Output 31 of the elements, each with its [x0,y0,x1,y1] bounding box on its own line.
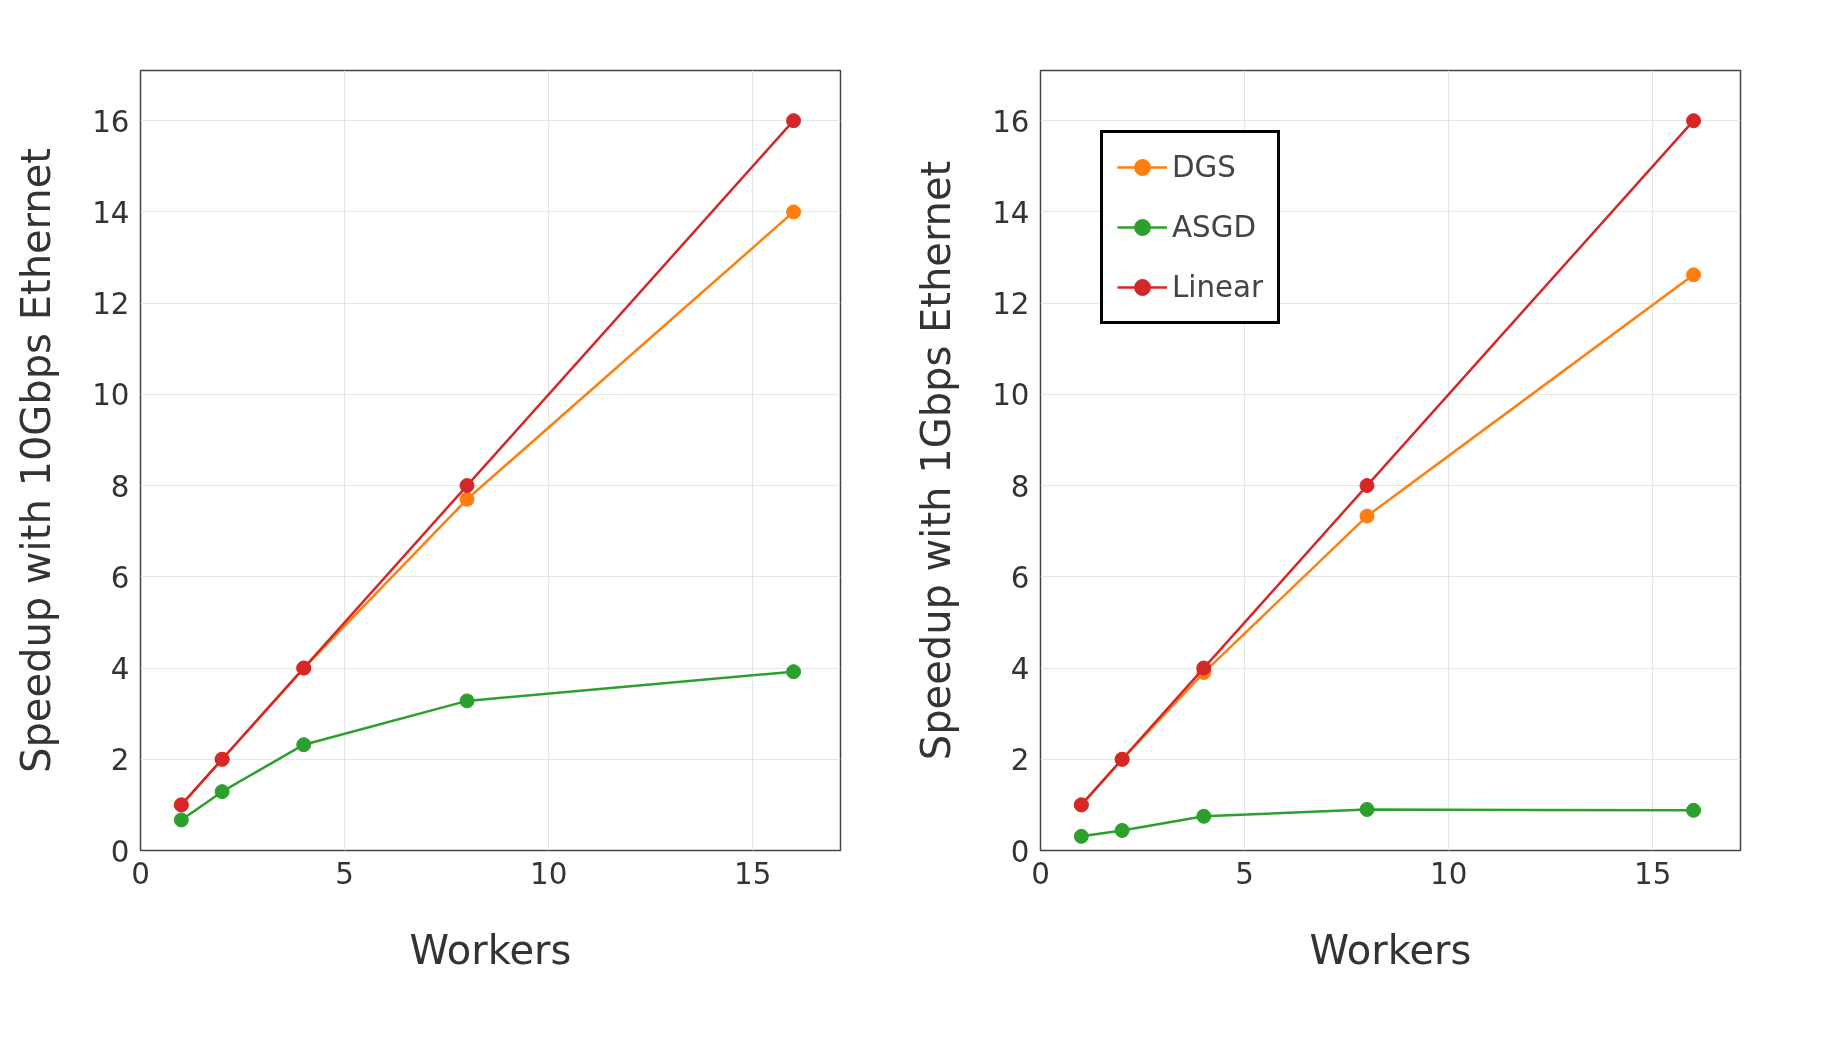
legend-label: DGS [1172,150,1236,184]
y-tick-label: 2 [1010,743,1030,778]
y-tick-label: 0 [110,834,130,869]
y-tick-label: 16 [992,104,1030,139]
y-tick-label: 6 [110,560,130,595]
x-tick-label: 10 [1430,856,1468,891]
y-tick-label: 12 [92,287,130,322]
x-tick-label: 5 [335,856,354,891]
y-axis-title: Speedup with 1Gbps Ethernet [913,160,960,761]
y-tick-label: 16 [92,104,130,139]
y-tick-label: 10 [992,378,1030,413]
y-tick-label: 4 [110,652,130,687]
x-tick-label: 15 [734,856,772,891]
y-tick-label: 14 [92,195,130,230]
y-tick-label: 4 [1010,652,1030,687]
y-tick-label: 12 [992,287,1030,322]
y-tick-label: 0 [1010,834,1030,869]
y-axis-title: Speedup with 10Gbps Ethernet [13,148,60,773]
legend-label: ASGD [1172,210,1256,244]
y-tick-label: 6 [1010,560,1030,595]
x-tick-label: 10 [530,856,568,891]
x-tick-label: 15 [1634,856,1672,891]
y-tick-label: 8 [1010,469,1030,504]
y-tick-label: 8 [110,469,130,504]
y-tick-label: 14 [992,195,1030,230]
y-tick-label: 2 [110,743,130,778]
legend-label: Linear [1172,270,1264,304]
x-axis-title: Workers [409,926,572,973]
x-tick-label: 5 [1235,856,1254,891]
y-tick-label: 10 [92,378,130,413]
x-axis-title: Workers [1309,926,1472,973]
